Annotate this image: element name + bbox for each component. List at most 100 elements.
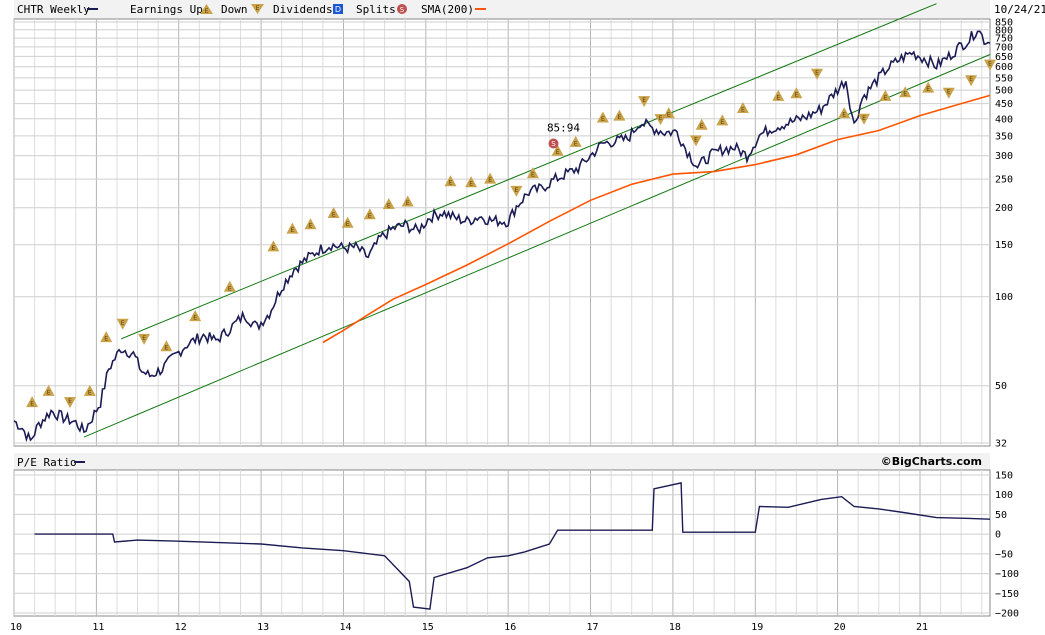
earnings-up-marker: E: [42, 384, 55, 396]
earnings-down-marker: E: [690, 135, 702, 147]
legend-sma: SMA(200): [421, 3, 474, 16]
earnings-up-marker: E: [526, 167, 539, 179]
svg-text:E: E: [642, 97, 646, 104]
pe-y-tick-label: −50: [995, 549, 1013, 560]
svg-text:E: E: [205, 8, 209, 15]
svg-text:E: E: [228, 285, 232, 292]
price-y-tick-label: 32: [995, 439, 1007, 450]
price-y-tick-label: 800: [995, 25, 1013, 36]
earnings-up-marker: E: [444, 175, 457, 187]
earnings-down-marker: E: [64, 397, 76, 409]
price-y-tick-label: 500: [995, 86, 1013, 97]
svg-text:E: E: [842, 112, 846, 119]
svg-text:E: E: [387, 203, 391, 210]
svg-text:E: E: [795, 92, 799, 99]
svg-text:E: E: [531, 172, 535, 179]
earnings-up-marker: E: [286, 222, 299, 234]
trend-line: [83, 54, 991, 438]
earnings-up-marker: E: [363, 208, 376, 220]
pe-y-tick-label: −100: [995, 569, 1019, 580]
svg-text:E: E: [700, 123, 704, 130]
x-tick-label: 20: [834, 622, 846, 633]
x-tick-label: 12: [175, 622, 187, 633]
pe-title: P/E Ratio: [17, 456, 77, 469]
price-gridlines: [13, 19, 990, 446]
pe-plot-area: [13, 469, 991, 617]
legend-splits: Splits: [356, 3, 396, 16]
x-tick-label: 10: [10, 622, 22, 633]
earnings-up-marker: E: [551, 144, 564, 156]
svg-text:E: E: [121, 320, 125, 327]
legend-earnings-down-icon: E: [251, 4, 264, 14]
svg-text:E: E: [667, 112, 671, 119]
svg-text:E: E: [776, 94, 780, 101]
earnings-down-marker: E: [965, 75, 978, 87]
price-y-tick-label: 350: [995, 131, 1013, 142]
svg-text:E: E: [741, 107, 745, 114]
svg-text:E: E: [926, 86, 930, 93]
svg-text:E: E: [309, 223, 313, 230]
price-y-tick-label: 550: [995, 73, 1013, 84]
x-tick-label: 17: [586, 622, 598, 633]
svg-text:E: E: [659, 115, 663, 122]
svg-text:E: E: [406, 200, 410, 207]
svg-text:E: E: [469, 181, 473, 188]
svg-text:E: E: [618, 114, 622, 121]
earnings-down-marker: E: [984, 59, 996, 71]
date-label: 10/24/21: [994, 3, 1045, 16]
pe-y-tick-label: 100: [995, 490, 1013, 501]
svg-text:E: E: [30, 401, 34, 408]
svg-text:S: S: [400, 6, 405, 14]
earnings-up-marker: E: [899, 86, 912, 98]
svg-text:E: E: [346, 221, 350, 228]
svg-text:E: E: [47, 389, 51, 396]
svg-text:E: E: [601, 116, 605, 123]
earnings-up-marker: E: [100, 331, 113, 343]
price-y-axis: 32 50 100 150 200 250 300 350 400 450 500 550600650…: [995, 18, 1013, 450]
price-y-tick-label: 50: [995, 381, 1007, 392]
earnings-up-marker: E: [465, 176, 478, 188]
pe-y-tick-label: 150: [995, 471, 1013, 482]
svg-text:E: E: [947, 89, 951, 96]
earnings-up-marker: E: [382, 198, 395, 210]
price-y-tick-label: 300: [995, 151, 1013, 162]
svg-text:E: E: [449, 180, 453, 187]
x-tick-label: 18: [669, 622, 681, 633]
earnings-up-marker: E: [160, 340, 173, 352]
svg-text:E: E: [694, 136, 698, 143]
x-tick-label: 15: [422, 622, 434, 633]
svg-text:E: E: [272, 245, 276, 252]
legend-earnings-up: Earnings Up: [130, 3, 203, 16]
earnings-down-marker: E: [942, 87, 955, 99]
svg-text:E: E: [142, 335, 146, 342]
earnings-down-marker: E: [138, 333, 151, 345]
price-plot-area: [13, 18, 991, 447]
x-tick-label: 14: [339, 622, 351, 633]
pe-gridlines: [13, 470, 990, 616]
earnings-up-marker: E: [341, 216, 354, 228]
earnings-up-marker: E: [569, 135, 582, 147]
price-y-tick-label: 650: [995, 52, 1013, 63]
svg-text:E: E: [815, 70, 819, 77]
earnings-up-marker: E: [26, 396, 39, 408]
earnings-down-marker: E: [510, 185, 523, 197]
price-y-tick-label: 400: [995, 114, 1013, 125]
pe-y-tick-label: −150: [995, 589, 1019, 600]
pe-header-bar: [14, 453, 990, 470]
earnings-down-marker: E: [116, 318, 129, 330]
svg-text:E: E: [556, 149, 560, 156]
earnings-up-marker: E: [223, 280, 236, 292]
x-axis: 10 11 12 13 14 15 16 17 18 19 20 21: [10, 622, 928, 633]
svg-text:E: E: [488, 177, 492, 184]
price-y-tick-label: 600: [995, 62, 1013, 73]
svg-text:E: E: [193, 315, 197, 322]
earnings-up-marker: E: [736, 102, 749, 114]
earnings-up-marker: E: [304, 218, 317, 230]
earnings-down-marker: E: [858, 113, 870, 125]
svg-text:E: E: [988, 61, 992, 68]
svg-text:E: E: [515, 187, 519, 194]
x-tick-label: 11: [92, 622, 104, 633]
legend-down: Down: [221, 3, 248, 16]
split-marker: S 85:94: [547, 122, 580, 149]
